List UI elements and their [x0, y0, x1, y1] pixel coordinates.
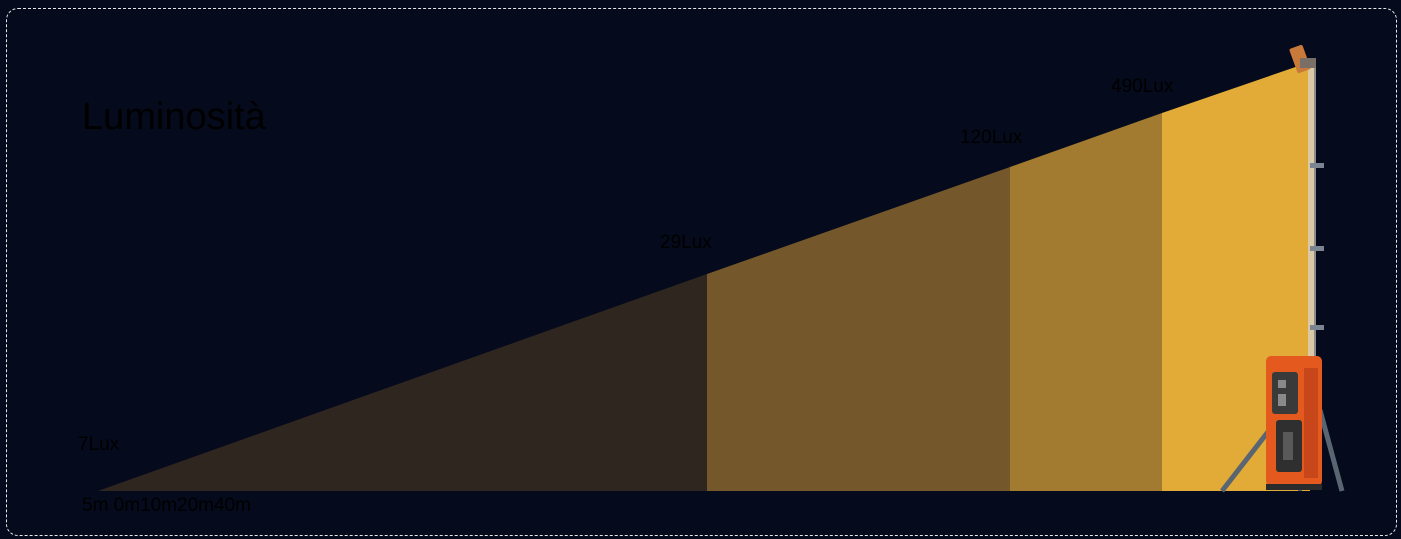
light-zone-120-lux	[1010, 113, 1162, 491]
distance-labels: 5m 0m10m20m40m	[82, 495, 251, 516]
light-tower-icon	[1220, 44, 1345, 493]
light-zone-7-lux	[98, 274, 707, 491]
dashed-frame	[6, 8, 1397, 536]
lux-label-120: 120Lux	[960, 127, 1023, 148]
page-title: Luminosità	[82, 96, 266, 138]
light-zone-29-lux	[707, 167, 1010, 491]
lux-label-7: 7Lux	[78, 434, 120, 455]
lux-label-490: 490Lux	[1111, 76, 1174, 97]
lux-label-29: 29Lux	[660, 232, 712, 253]
tower-mast	[1308, 66, 1314, 366]
